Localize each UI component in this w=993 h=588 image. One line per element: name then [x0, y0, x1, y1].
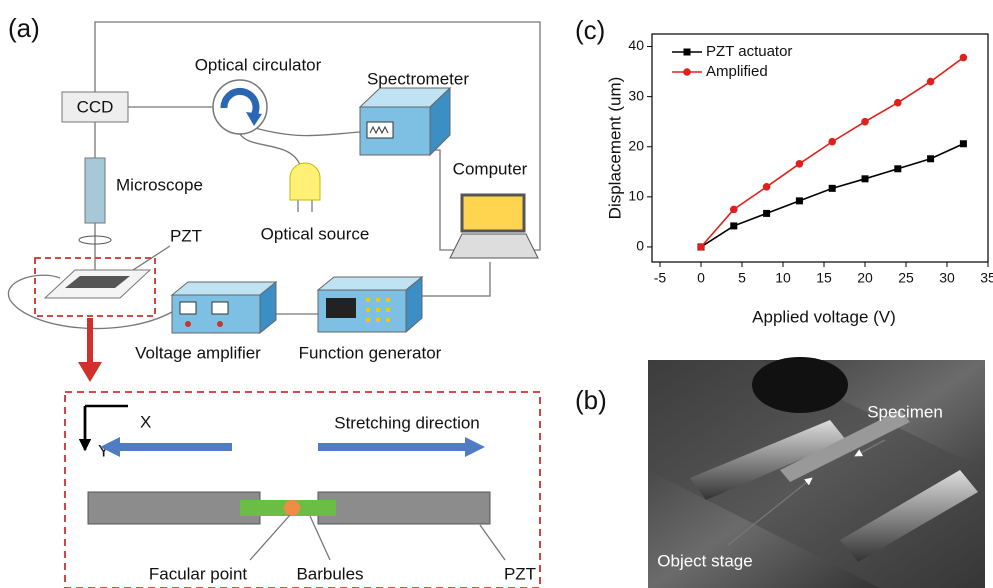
pzt-bar	[318, 492, 490, 524]
objective	[752, 357, 848, 413]
marker	[894, 99, 902, 107]
x-tick-label: 0	[697, 270, 705, 286]
marker	[796, 160, 804, 168]
zoom-arrow	[78, 362, 102, 382]
marker	[894, 165, 901, 172]
x-tick-label: 20	[857, 270, 873, 286]
x-tick-label: 25	[898, 270, 914, 286]
legend-marker	[683, 68, 691, 76]
label: Microscope	[116, 175, 203, 194]
label: Barbules	[296, 564, 363, 583]
label: CCD	[77, 97, 114, 116]
marker	[927, 78, 935, 86]
marker	[960, 54, 968, 62]
marker	[862, 175, 869, 182]
x-tick-label: -5	[654, 270, 667, 286]
marker	[796, 197, 803, 204]
diagram: CCD Optical circulator Spectrometer Opti…	[8, 22, 540, 588]
label: Optical circulator	[195, 55, 322, 74]
optical-source	[298, 200, 312, 212]
x-tick-label: 15	[816, 270, 832, 286]
meter	[180, 302, 196, 314]
y-tick-label: 0	[636, 238, 644, 254]
leader	[130, 246, 170, 272]
y-tick-label: 10	[628, 188, 644, 204]
facular-point	[284, 500, 300, 516]
label: Spectrometer	[367, 69, 469, 88]
knob	[185, 321, 191, 327]
stretch-arrow	[100, 437, 232, 457]
x-tick-label: 5	[738, 270, 746, 286]
optical-source	[290, 163, 320, 200]
wire	[255, 128, 360, 136]
label: Stretching direction	[334, 413, 480, 432]
label: Voltage amplifier	[135, 343, 261, 362]
stretch-arrow	[318, 437, 485, 457]
y-tick-label: 20	[628, 137, 644, 153]
label: X	[140, 412, 151, 431]
label: Computer	[453, 159, 528, 178]
generator-screen	[326, 298, 356, 318]
pzt-bar	[88, 492, 260, 524]
marker	[828, 138, 836, 146]
label: Optical source	[261, 224, 370, 243]
meter	[212, 302, 228, 314]
knob	[217, 321, 223, 327]
marker	[730, 222, 737, 229]
marker	[763, 210, 770, 217]
amplifier	[172, 282, 276, 295]
label: Facular point	[149, 564, 248, 583]
marker	[730, 206, 738, 214]
marker	[697, 243, 705, 251]
y-axis-label: Displacement (um)	[605, 77, 624, 220]
marker	[829, 185, 836, 192]
photo-label: Specimen	[867, 402, 943, 421]
x-axis-label: Applied voltage (V)	[752, 307, 896, 326]
panel-label: (a)	[8, 13, 40, 43]
photo: Specimen Object stage	[648, 357, 985, 588]
series-line	[701, 58, 963, 247]
marker	[861, 118, 869, 126]
label: Function generator	[299, 343, 442, 362]
x-tick-label: 35	[980, 270, 993, 286]
wire	[430, 150, 455, 250]
legend-label: Amplified	[706, 63, 768, 80]
plot-frame	[652, 34, 988, 262]
y-tick-label: 30	[628, 87, 644, 103]
marker	[763, 183, 771, 191]
chart: -5 0 5 10 15 20 25 30 35 0 10 20 30 40 Applied voltage…	[605, 34, 993, 326]
panel-label: (b)	[575, 385, 607, 415]
figure: (a) (b) (c) CCD Optical circulator Spect…	[0, 0, 993, 588]
computer	[462, 195, 524, 231]
wire	[240, 134, 300, 165]
x-tick-label: 30	[939, 270, 955, 286]
photo-label: Object stage	[657, 551, 752, 570]
y-tick-label: 40	[628, 37, 644, 53]
legend-marker	[684, 49, 691, 56]
x-tick-label: 10	[775, 270, 791, 286]
series-line	[701, 144, 963, 247]
marker	[960, 140, 967, 147]
label: PZT	[504, 564, 536, 583]
computer	[450, 234, 538, 258]
marker	[927, 155, 934, 162]
legend-label: PZT actuator	[706, 43, 792, 60]
microscope	[85, 158, 105, 223]
panel-label: (c)	[575, 15, 605, 45]
generator	[318, 277, 422, 290]
label: PZT	[170, 226, 202, 245]
